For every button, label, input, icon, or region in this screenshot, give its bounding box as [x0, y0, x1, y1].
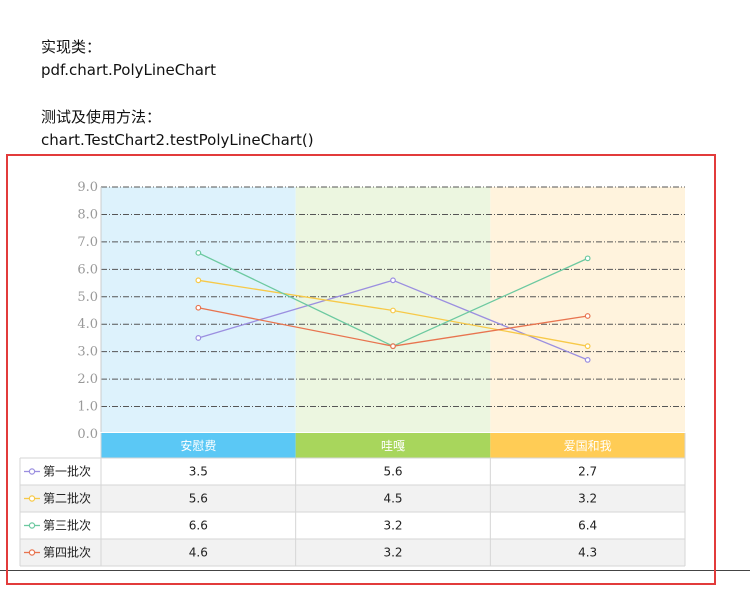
table-row	[20, 512, 685, 539]
y-tick-label: 8.0	[77, 207, 98, 222]
x-tick-label: 哇嘎	[381, 439, 405, 453]
legend-label: 第一批次	[43, 464, 91, 479]
data-label: 2.7	[578, 465, 597, 479]
data-point	[390, 343, 396, 350]
legend-label: 第四批次	[43, 545, 91, 560]
legend-label: 第二批次	[43, 491, 91, 506]
class-label: 实现类：	[41, 38, 102, 56]
data-label: 3.5	[189, 465, 208, 479]
data-point	[584, 356, 591, 363]
usage-call: chart.TestChart2.testPolyLineChart()	[41, 131, 314, 149]
data-label: 5.6	[383, 465, 402, 479]
table-row	[20, 458, 685, 485]
data-label: 4.6	[189, 546, 208, 560]
legend-marker	[28, 495, 36, 502]
y-tick-label: 3.0	[77, 345, 98, 360]
x-tick-label: 爱国和我	[564, 439, 612, 453]
data-label: 6.6	[189, 519, 208, 533]
category-header-3	[490, 433, 685, 458]
chart-frame: 0.0 1.0 2.0 3.0 4.0 5.0 6.0 7.0 8.0 9.0 安慰费 哇嘎 爱国和我第…	[6, 154, 716, 585]
data-point	[195, 335, 202, 341]
polyline-chart: 0.0 1.0 2.0 3.0 4.0 5.0 6.0 7.0 8.0 9.0 安慰费 哇嘎 爱国和我第…	[19, 180, 686, 567]
legend-marker	[28, 468, 36, 475]
category-header-1	[101, 433, 296, 458]
usage-label: 测试及使用方法：	[41, 108, 162, 126]
data-point	[584, 313, 591, 319]
legend-marker	[28, 522, 36, 529]
data-label: 3.2	[578, 492, 597, 506]
class-name: pdf.chart.PolyLineChart	[41, 61, 216, 79]
data-point	[195, 249, 202, 256]
data-label: 3.2	[383, 519, 402, 533]
table-row	[20, 485, 685, 512]
data-point	[584, 255, 591, 262]
y-tick-label: 4.0	[77, 317, 98, 332]
category-header-2	[295, 433, 491, 458]
y-tick-label: 2.0	[77, 372, 98, 387]
page-divider	[0, 570, 750, 571]
chart-band-3	[490, 187, 685, 432]
data-point	[390, 277, 396, 284]
x-tick-label: 安慰费	[180, 438, 216, 453]
data-label: 6.4	[578, 519, 597, 533]
legend-label: 第三批次	[43, 518, 91, 533]
data-point	[195, 277, 202, 284]
data-point	[195, 304, 202, 311]
data-label: 4.3	[578, 546, 597, 560]
y-tick-label: 1.0	[77, 400, 98, 415]
y-tick-label: 5.0	[77, 290, 98, 305]
table-row	[20, 539, 685, 566]
data-label: 4.5	[383, 492, 402, 506]
y-tick-label: 9.0	[77, 180, 98, 195]
y-tick-label: 7.0	[77, 235, 98, 250]
data-label: 3.2	[383, 546, 402, 560]
data-label: 5.6	[189, 492, 208, 506]
data-point	[390, 307, 396, 314]
y-tick-label: 6.0	[77, 262, 98, 277]
legend-marker	[28, 549, 36, 556]
y-tick-label: 0.0	[77, 427, 98, 442]
data-point	[584, 343, 591, 350]
